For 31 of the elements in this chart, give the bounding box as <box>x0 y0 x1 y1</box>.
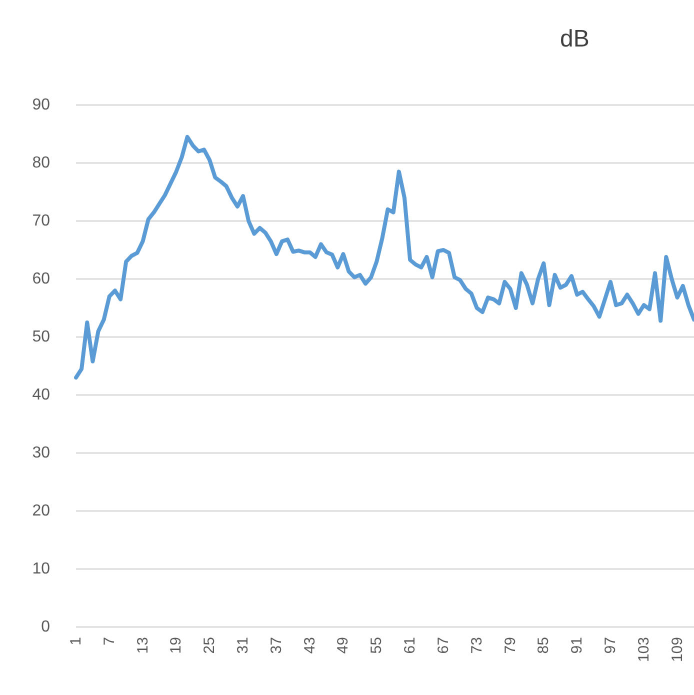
x-tick-label: 97 <box>602 637 619 654</box>
y-tick-label: 30 <box>32 444 50 462</box>
y-tick-label: 80 <box>32 154 50 172</box>
x-tick-label: 85 <box>535 637 552 654</box>
x-tick-label: 7 <box>100 637 118 646</box>
x-tick-label: 67 <box>434 637 452 654</box>
x-tick-label: 61 <box>402 637 419 654</box>
x-tick-label: 19 <box>168 637 185 654</box>
x-tick-label: 73 <box>468 637 486 654</box>
line-series <box>74 134 694 380</box>
x-tick-label: 43 <box>301 637 318 654</box>
y-tick-label: 60 <box>32 270 50 288</box>
y-tick-label: 90 <box>32 96 50 114</box>
chart-title: dB <box>560 26 590 52</box>
x-tick-label: 25 <box>201 637 218 654</box>
x-tick-label: 49 <box>334 637 352 654</box>
y-tick-label: 10 <box>32 560 50 578</box>
y-tick-label: 0 <box>41 618 50 636</box>
x-tick-label: 55 <box>368 637 386 654</box>
x-tick-label: 109 <box>668 637 686 662</box>
y-tick-label: 70 <box>32 212 50 230</box>
x-tick-label: 103 <box>635 637 652 662</box>
x-tick-label: 79 <box>502 637 519 654</box>
x-tick-label: 1 <box>68 637 84 646</box>
y-tick-label: 20 <box>32 502 50 520</box>
x-tick-label: 31 <box>234 637 252 654</box>
y-tick-label: 40 <box>32 386 50 404</box>
x-tick-label: 37 <box>268 637 285 654</box>
x-tick-label: 91 <box>568 637 586 654</box>
x-tick-label: 13 <box>134 637 152 654</box>
y-tick-label: 50 <box>32 328 50 346</box>
